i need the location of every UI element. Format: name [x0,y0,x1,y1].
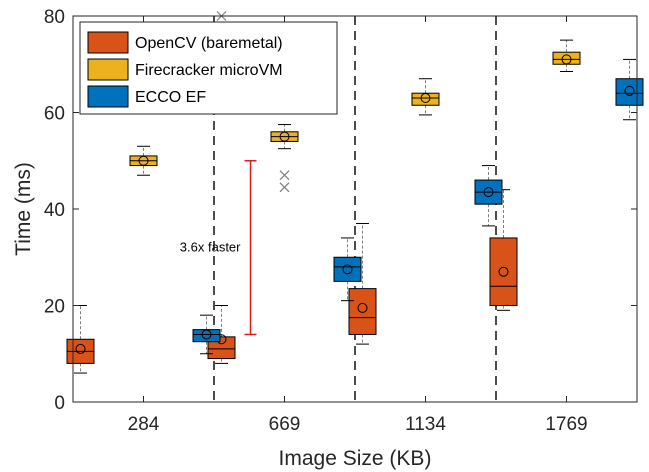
series-2 [192,58,644,355]
box-body [333,256,362,282]
box-body [489,237,518,306]
box-body [192,329,221,343]
mean-marker [138,155,149,166]
box-2-3 [615,58,644,121]
mean-marker [498,266,509,277]
legend-swatch [87,58,129,81]
y-tick-label: 20 [44,297,65,318]
box-1-2 [411,78,440,116]
box-body [348,288,377,335]
plot-area: 3.6x faster [66,11,644,402]
x-axis-label: Image Size (KB) [279,447,432,470]
annotation-label: 3.6x faster [180,240,241,255]
mean-marker [279,131,290,142]
legend-label: ECCO EF [135,89,206,106]
x-tick-label: 1769 [545,414,587,435]
mean-marker [561,54,572,65]
box-body [207,336,236,360]
box-2-2 [474,165,503,227]
outlier-marker [279,170,290,181]
box-0-0 [66,305,95,374]
x-tick-label: 284 [128,414,160,435]
y-tick-label: 40 [44,200,65,221]
legend-label: Firecracker microVM [135,62,283,79]
mean-marker [624,85,635,96]
mean-marker [201,329,212,340]
box-2-1 [333,237,362,302]
y-tick-label: 80 [44,7,65,28]
y-tick-label: 0 [54,393,65,414]
x-tick-label: 1134 [405,414,446,435]
mean-marker [342,264,353,275]
legend-swatch [87,85,129,108]
box-body [411,92,440,106]
y-axis-label: Time (ms) [12,162,35,256]
outlier-marker [279,182,290,193]
box-1-0 [129,145,158,176]
legend-swatch [87,31,129,54]
mean-marker [75,343,86,354]
mean-marker [483,187,494,198]
mean-marker [357,302,368,313]
mean-marker [420,93,431,104]
x-tick-label: 669 [269,414,301,435]
series-0 [66,11,518,374]
legend-label: OpenCV (baremetal) [135,35,283,52]
box-body [552,51,581,65]
box-0-3 [489,189,518,311]
legend: OpenCV (baremetal) Firecracker microVM ECC… [79,21,338,115]
box-0-2 [348,222,377,345]
box-2-0 [192,314,221,355]
box-body [615,78,644,106]
box-1-3 [552,39,581,72]
box-0-1 [207,11,236,364]
annotation-0: 3.6x faster [180,160,257,336]
axes: 0 20 40 60 80 284 669 1134 1769 Image Size (KB) Ti… [12,7,638,470]
series-1 [129,39,581,193]
y-tick-label: 60 [44,104,65,125]
box-1-1 [270,124,299,193]
